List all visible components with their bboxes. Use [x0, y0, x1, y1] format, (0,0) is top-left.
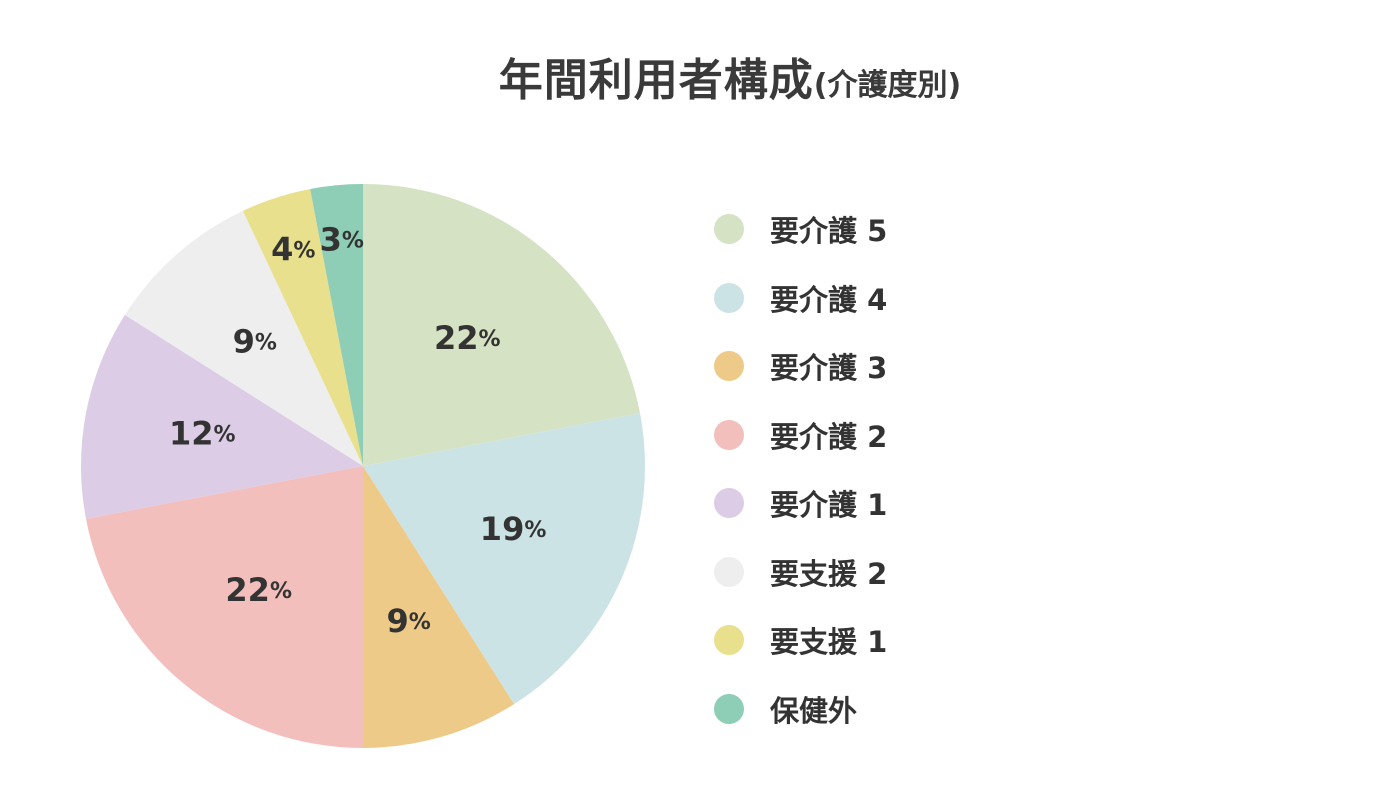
- legend-swatch: [714, 214, 744, 245]
- pie-slice-label-5: 12%: [169, 414, 236, 452]
- pie-slice-2: [363, 413, 646, 705]
- legend-item-1: 要介護 5: [714, 195, 887, 264]
- legend-item-2: 要介護 4: [714, 264, 887, 333]
- legend-label: 要介護 4: [770, 282, 888, 317]
- legend-label: 要介護 3: [770, 351, 888, 386]
- legend-label: 要支援 2: [770, 556, 888, 591]
- pie-slice-label-3: 9%: [386, 602, 430, 640]
- pie-slice-4: [85, 466, 364, 748]
- pie-slice-3: [363, 466, 515, 748]
- legend-label: 要介護 1: [770, 488, 888, 523]
- pie-slice-6: [124, 210, 364, 466]
- pie-slice-label-8: 3%: [320, 220, 364, 258]
- chart-title-sub: (介護度別): [813, 68, 962, 103]
- pie-slice-label-4: 22%: [225, 571, 292, 609]
- pie-slice-label-7: 4%: [271, 230, 315, 268]
- chart-title-main: 年間利用者構成: [498, 55, 814, 106]
- legend-item-8: 保健外: [714, 675, 887, 744]
- legend-swatch: [714, 419, 744, 450]
- legend-label: 要介護 2: [770, 419, 888, 454]
- legend-swatch: [714, 693, 744, 724]
- legend-swatch: [714, 282, 744, 313]
- legend-item-4: 要介護 2: [714, 401, 887, 470]
- pie-chart: 22% 19% 9% 22% 12% 9% 4% 3%: [80, 184, 646, 748]
- chart-legend: 要介護 5 要介護 4 要介護 3 要介護 2 要介護 1 要支援 2 要支援 1 保健外: [714, 195, 887, 743]
- legend-label: 要支援 1: [770, 625, 888, 660]
- chart-title: 年間利用者構成(介護度別): [0, 44, 1380, 108]
- legend-label: 保健外: [770, 693, 858, 728]
- pie-slice-label-2: 19%: [480, 510, 547, 548]
- pie-slice-label-1: 22%: [434, 319, 501, 357]
- legend-item-3: 要介護 3: [714, 332, 887, 401]
- pie-slice-1: [363, 184, 641, 466]
- pie-slice-5: [80, 314, 363, 519]
- legend-item-6: 要支援 2: [714, 538, 887, 607]
- pie-slice-7: [242, 188, 363, 467]
- legend-swatch: [714, 556, 744, 587]
- legend-item-5: 要介護 1: [714, 469, 887, 538]
- legend-item-7: 要支援 1: [714, 606, 887, 675]
- legend-swatch: [714, 625, 744, 656]
- legend-label: 要介護 5: [770, 214, 888, 249]
- legend-swatch: [714, 488, 744, 519]
- legend-swatch: [714, 351, 744, 382]
- pie-slice-label-6: 9%: [233, 322, 277, 360]
- pie-slice-8: [310, 184, 363, 466]
